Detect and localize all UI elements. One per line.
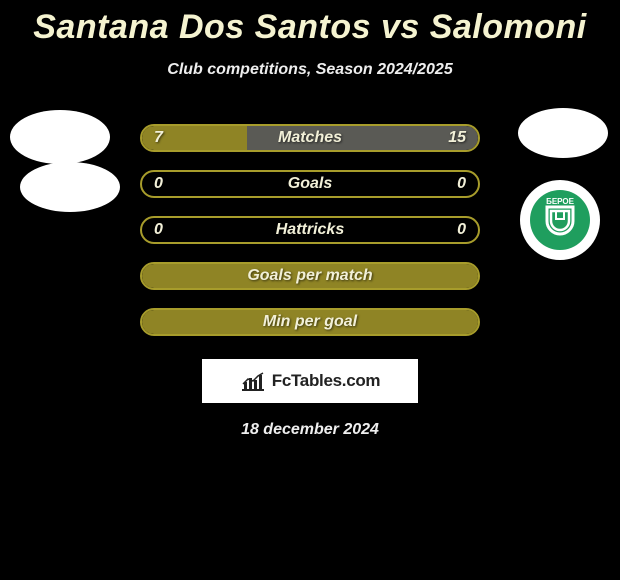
- stat-value-left: 7: [154, 129, 163, 147]
- stat-row: Goals per match: [0, 253, 620, 299]
- stat-value-right: 0: [457, 221, 466, 239]
- fctables-logo: FcTables.com: [202, 359, 418, 403]
- stat-bar-track: Min per goal: [140, 308, 480, 336]
- stat-row: Goals 0 0: [0, 161, 620, 207]
- stat-bar-track: Matches 7 15: [140, 124, 480, 152]
- stat-bar-label: Min per goal: [263, 313, 357, 331]
- page-title: Santana Dos Santos vs Salomoni: [0, 0, 620, 47]
- date-text: 18 december 2024: [0, 421, 620, 439]
- stat-bar-label: Goals per match: [247, 267, 372, 285]
- fctables-logo-text: FcTables.com: [272, 371, 381, 391]
- stat-bar-label: Matches: [278, 129, 342, 147]
- stat-value-left: 0: [154, 175, 163, 193]
- bar-chart-icon: [240, 370, 266, 392]
- subtitle: Club competitions, Season 2024/2025: [0, 61, 620, 79]
- stat-bar-track: Goals 0 0: [140, 170, 480, 198]
- stat-value-right: 15: [448, 129, 466, 147]
- stat-row: Matches 7 15: [0, 115, 620, 161]
- stat-bar-label: Hattricks: [276, 221, 344, 239]
- stat-bar-track: Goals per match: [140, 262, 480, 290]
- stat-bar-label: Goals: [288, 175, 332, 193]
- stat-row: Min per goal: [0, 299, 620, 345]
- stat-row: Hattricks 0 0: [0, 207, 620, 253]
- stat-value-right: 0: [457, 175, 466, 193]
- stat-value-left: 0: [154, 221, 163, 239]
- stat-rows: Matches 7 15 Goals 0 0 Hattricks 0 0 Goals per ma…: [0, 115, 620, 345]
- stat-bar-track: Hattricks 0 0: [140, 216, 480, 244]
